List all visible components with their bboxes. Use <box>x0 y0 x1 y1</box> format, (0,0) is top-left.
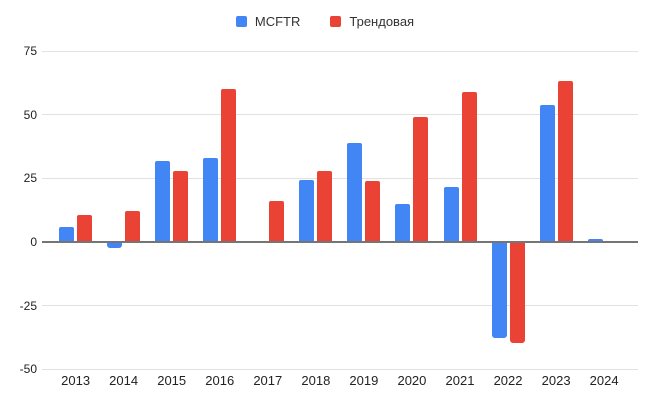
bar-mcftr-2022 <box>491 243 507 339</box>
bar-trend-2013 <box>77 215 93 242</box>
bar-mcftr-2021 <box>443 187 459 242</box>
bar-mcftr-2016 <box>203 158 219 242</box>
legend-swatch-mcftr-icon <box>235 16 247 27</box>
legend-label-mcftr: MCFTR <box>254 14 301 29</box>
bar-mcftr-2015 <box>155 160 171 242</box>
y-axis-tick-label: -50 <box>19 362 37 377</box>
x-axis-tick-label: 2019 <box>349 373 379 388</box>
y-axis-tick-label: 75 <box>23 44 37 59</box>
x-axis-tick-label: 2017 <box>253 373 283 388</box>
bar-mcftr-2024 <box>587 239 603 242</box>
bar-trend-2019 <box>365 180 381 242</box>
x-axis-tick-label: 2020 <box>397 373 427 388</box>
bar-mcftr-2014 <box>107 243 123 249</box>
x-axis-tick-label: 2022 <box>493 373 523 388</box>
bar-trend-2018 <box>317 170 333 242</box>
x-axis-tick-label: 2013 <box>61 373 91 388</box>
legend: MCFTR Трендовая <box>0 14 650 29</box>
bar-trend-2022 <box>509 243 525 344</box>
bar-mcftr-2023 <box>539 104 555 242</box>
x-axis-tick-label: 2014 <box>109 373 139 388</box>
x-axis-tick-label: 2015 <box>157 373 187 388</box>
x-axis-tick-label: 2016 <box>205 373 235 388</box>
y-axis-tick-label: 50 <box>23 107 37 122</box>
gridline <box>42 50 638 52</box>
x-axis-tick-label: 2023 <box>541 373 571 388</box>
bar-mcftr-2019 <box>347 142 363 242</box>
bar-trend-2014 <box>125 211 141 242</box>
gridline <box>42 368 638 370</box>
bar-trend-2017 <box>269 201 285 242</box>
legend-item-mcftr: MCFTR <box>235 14 301 29</box>
gridline <box>42 177 638 179</box>
bar-mcftr-2013 <box>59 226 75 242</box>
gridline <box>42 305 638 307</box>
legend-label-trend: Трендовая <box>349 14 415 29</box>
y-axis-tick-label: -25 <box>19 298 37 313</box>
gridline <box>42 114 638 116</box>
x-axis-tick-label: 2018 <box>301 373 331 388</box>
bar-trend-2021 <box>461 91 477 242</box>
zero-axis-line <box>42 241 638 243</box>
y-axis-tick-label: 0 <box>30 235 37 249</box>
x-axis-tick-label: 2024 <box>589 373 619 388</box>
legend-swatch-trend-icon <box>330 16 342 27</box>
bar-trend-2016 <box>221 89 237 242</box>
legend-item-trend: Трендовая <box>330 14 414 29</box>
bar-trend-2020 <box>413 117 429 242</box>
bar-trend-2023 <box>557 80 573 242</box>
bar-trend-2015 <box>173 170 189 242</box>
bar-mcftr-2020 <box>395 203 411 242</box>
y-axis-tick-label: 25 <box>23 171 37 186</box>
x-axis-tick-label: 2021 <box>445 373 475 388</box>
bar-mcftr-2018 <box>299 179 315 242</box>
